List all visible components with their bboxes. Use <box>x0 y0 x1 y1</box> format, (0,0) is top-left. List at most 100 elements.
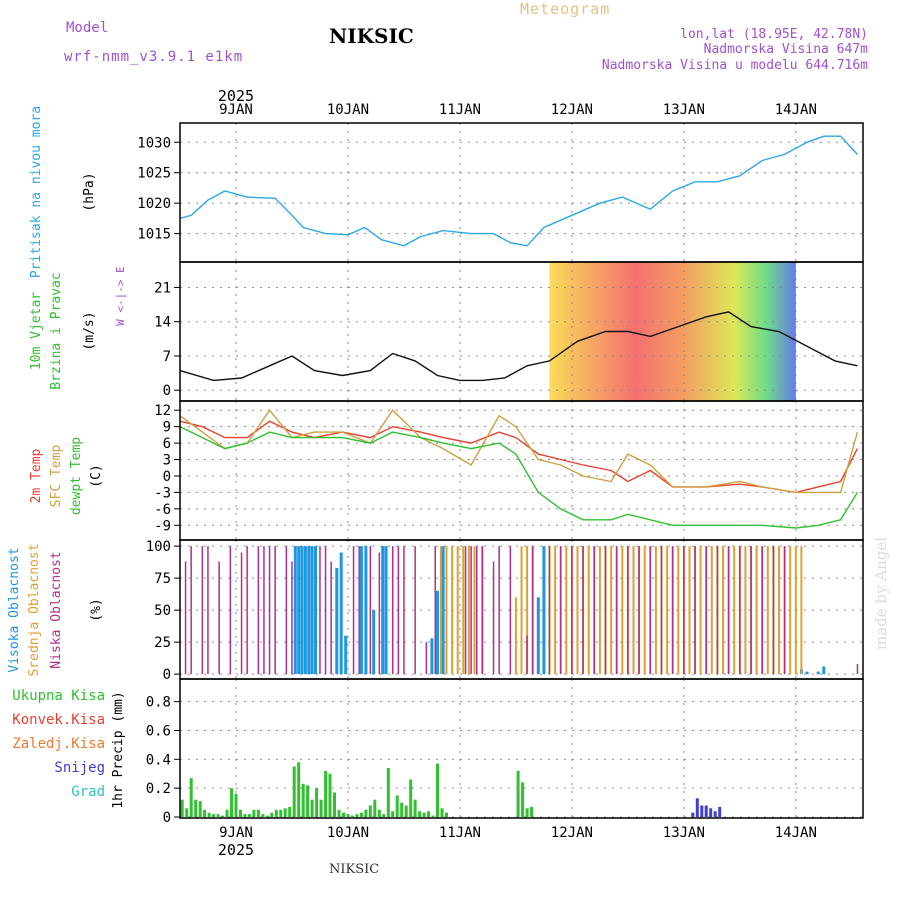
bar-niska-oblacnost <box>783 546 786 675</box>
bar-niska-oblacnost <box>319 546 321 675</box>
bar-ukupna-kisa <box>189 778 193 817</box>
y-tick-label: 12 <box>154 403 171 419</box>
bar-niska-oblacnost <box>229 546 232 675</box>
bar-ukupna-kisa <box>180 799 184 817</box>
day-label-top: 9JAN <box>219 102 253 118</box>
bar-niska-oblacnost <box>274 546 276 675</box>
bar-srednja-oblacnost <box>520 546 523 675</box>
bar-ukupna-kisa <box>445 812 448 817</box>
elevation-label: Nadmorska Visina 647m <box>703 42 868 57</box>
y-tick-label: -9 <box>154 518 171 534</box>
y-tick-label: 7 <box>163 349 171 365</box>
bar-niska-oblacnost <box>218 561 220 675</box>
bar-srednja-oblacnost <box>710 546 713 675</box>
y-tick-label: 0 <box>163 469 171 485</box>
bar-niska-oblacnost <box>571 546 573 675</box>
bar-niska-oblacnost <box>263 546 265 675</box>
bar-ukupna-kisa <box>283 808 287 817</box>
bar-srednja-oblacnost <box>722 546 724 675</box>
precip-axis-title: 1hr Precip (mm) <box>111 691 126 808</box>
bar-srednja-oblacnost <box>654 546 657 675</box>
y-tick-label: 1030 <box>137 135 171 151</box>
bar-niska-oblacnost <box>559 546 562 675</box>
bar-snijeg <box>700 805 704 817</box>
bar-niska-oblacnost <box>739 546 741 675</box>
precip-legend-item: Zaledj.Kisa <box>12 736 105 752</box>
bar-ukupna-kisa <box>391 811 395 817</box>
bar-ukupna-kisa <box>328 773 332 817</box>
day-label-top: 13JAN <box>663 102 705 118</box>
bar-niska-oblacnost <box>470 546 472 675</box>
station-title: NIKSIC <box>329 24 414 48</box>
bar-niska-oblacnost <box>425 642 428 675</box>
day-label-top: 14JAN <box>775 102 817 118</box>
bar-niska-oblacnost <box>705 546 707 675</box>
lonlat-label: lon,lat (18.95E, 42.78N) <box>680 27 868 42</box>
bar-ukupna-kisa <box>373 799 377 817</box>
bar-srednja-oblacnost <box>621 546 624 675</box>
temp-dewpt-label: dewpt Temp <box>69 437 84 515</box>
temp-unit: (C) <box>89 464 104 487</box>
bar-srednja-oblacnost <box>514 597 517 675</box>
cloud-mid-label: Srednja Oblacnost <box>27 543 42 676</box>
bar-ukupna-kisa <box>440 808 444 817</box>
bar-ukupna-kisa <box>364 809 368 817</box>
temp-2m-label: 2m Temp <box>29 448 44 503</box>
bar-ukupna-kisa <box>274 809 278 817</box>
bar-srednja-oblacnost <box>733 546 736 675</box>
bar-visoka-oblacnost <box>436 590 439 675</box>
bar-niska-oblacnost <box>615 546 618 675</box>
bar-niska-oblacnost <box>649 546 651 675</box>
y-tick-label: 0.4 <box>146 752 171 768</box>
bar-niska-oblacnost <box>358 546 360 675</box>
bar-niska-oblacnost <box>593 546 595 675</box>
bar-ukupna-kisa <box>418 811 422 817</box>
bar-ukupna-kisa <box>301 783 305 817</box>
bar-ukupna-kisa <box>252 809 256 817</box>
bar-ukupna-kisa <box>292 766 296 817</box>
day-label-bottom: 11JAN <box>439 825 481 841</box>
bar-srednja-oblacnost <box>598 546 601 675</box>
bar-visoka-oblacnost <box>344 635 348 675</box>
bar-visoka-oblacnost <box>293 546 297 675</box>
bar-ukupna-kisa <box>221 815 224 817</box>
bar-niska-oblacnost <box>257 546 260 675</box>
day-label-bottom: 14JAN <box>775 825 817 841</box>
bar-visoka-oblacnost <box>441 546 445 675</box>
bar-niska-oblacnost <box>285 546 288 675</box>
bar-ukupna-kisa <box>239 809 242 817</box>
bar-ukupna-kisa <box>422 812 426 817</box>
bar-srednja-oblacnost <box>554 546 557 675</box>
precip-legend-item: Konvek.Kisa <box>12 712 105 728</box>
bar-ukupna-kisa <box>346 814 350 817</box>
bar-visoka-oblacnost <box>300 546 304 675</box>
y-tick-label: 0.2 <box>146 781 171 797</box>
bar-snijeg <box>718 806 722 817</box>
bar-niska-oblacnost <box>531 546 534 675</box>
model-elevation-label: Nadmorska Visina u modelu 644.716m <box>601 58 868 73</box>
bar-srednja-oblacnost <box>666 546 669 675</box>
bar-niska-oblacnost <box>184 561 187 675</box>
bar-niska-oblacnost <box>498 546 500 675</box>
bar-niska-oblacnost <box>324 546 327 675</box>
bar-visoka-oblacnost <box>359 546 363 675</box>
bar-niska-oblacnost <box>330 561 332 675</box>
bar-niska-oblacnost <box>190 546 192 675</box>
bar-ukupna-kisa <box>368 805 372 817</box>
bar-ukupna-kisa <box>400 802 404 817</box>
day-label-top: 12JAN <box>551 102 593 118</box>
precip-legend-item: Snijeg <box>54 760 105 776</box>
bar-niska-oblacnost <box>201 546 204 675</box>
bar-visoka-oblacnost <box>335 567 339 675</box>
bar-ukupna-kisa <box>288 806 292 817</box>
bar-ukupna-kisa <box>427 811 431 817</box>
bar-snijeg <box>691 812 695 817</box>
bar-visoka-oblacnost <box>381 546 385 675</box>
series-line-speed <box>179 311 858 382</box>
bar-srednja-oblacnost <box>744 546 747 675</box>
y-tick-label: 0 <box>163 810 171 826</box>
bar-ukupna-kisa <box>530 806 534 817</box>
bar-niska-oblacnost <box>548 546 551 675</box>
bar-visoka-oblacnost <box>822 666 826 675</box>
y-tick-label: 3 <box>163 453 171 469</box>
